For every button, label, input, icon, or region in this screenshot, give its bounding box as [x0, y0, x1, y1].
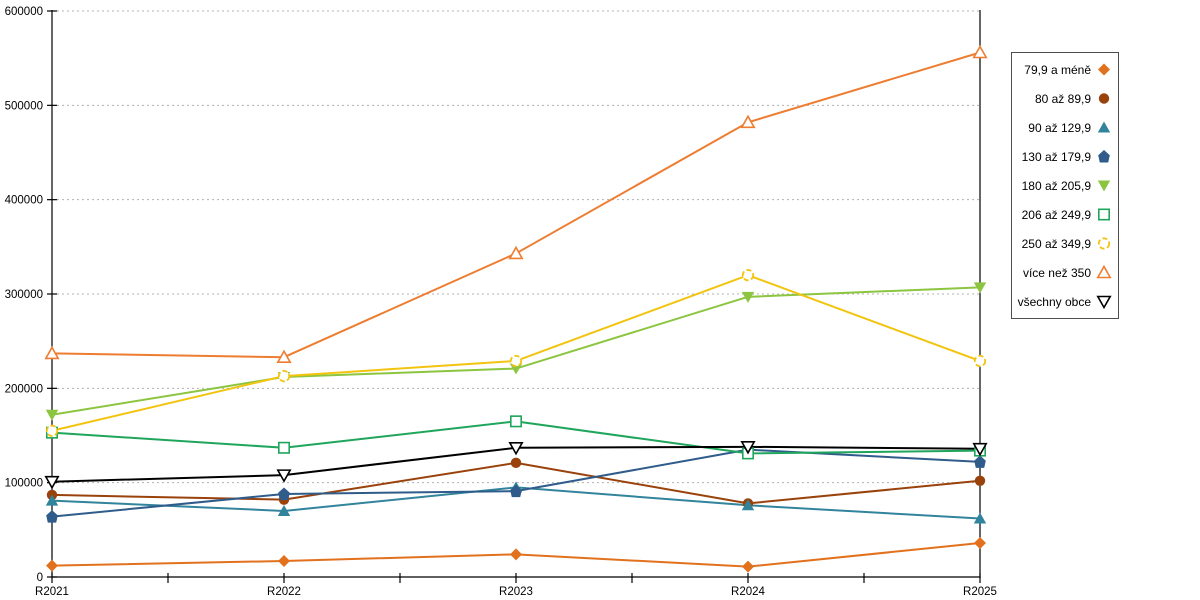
series-0-point-4-diamond-marker: [974, 537, 986, 550]
y-tick-label: 0: [37, 572, 43, 584]
y-tick-label: 600000: [5, 6, 43, 18]
circle-icon: [1097, 237, 1111, 250]
series-2-point-1-triangle-up-marker: [277, 504, 291, 516]
diamond-icon: [1098, 63, 1110, 76]
legend-item-label: 180 až 205,9: [1021, 178, 1091, 193]
legend-item-4[interactable]: 180 až 205,9: [1012, 171, 1118, 200]
legend-3-pentagon-marker: [1098, 150, 1110, 163]
legend-item-label: více než 350: [1022, 265, 1091, 280]
series-8-point-1-triangle-down-marker: [276, 469, 292, 483]
series-1-point-4-circle-marker: [974, 475, 986, 486]
legend-item-7[interactable]: více než 350: [1012, 258, 1118, 287]
square-icon: [1097, 208, 1110, 221]
series-5-point-2-square-marker: [509, 415, 522, 428]
legend-item-5[interactable]: 206 až 249,9: [1012, 200, 1118, 229]
triangle-up-icon: [1096, 265, 1112, 279]
x-tick-label: R2025: [963, 586, 997, 598]
legend-item-3[interactable]: 130 až 179,9: [1012, 142, 1118, 171]
legend-0-diamond-marker: [1098, 63, 1110, 76]
legend-item-label: 250 až 349,9: [1021, 236, 1091, 251]
series-4-point-3-triangle-down-marker: [741, 291, 755, 303]
y-tick-label: 300000: [5, 289, 43, 301]
series-8-point-3-triangle-down-marker: [740, 441, 756, 455]
series-0-point-3-diamond-marker: [742, 560, 754, 573]
series-7-point-2-triangle-up-marker: [508, 245, 524, 260]
series-0-point-2-diamond-marker: [510, 548, 522, 561]
triangle-down-icon: [1096, 295, 1112, 309]
series-3-point-1-pentagon-marker: [278, 487, 290, 500]
series-1-point-2-circle-marker: [510, 457, 522, 469]
series-4-point-0-triangle-down-marker: [45, 409, 59, 421]
series-0-point-0-diamond-marker: [46, 559, 58, 572]
legend-item-label: 79,9 a méně: [1024, 62, 1091, 77]
series-6-point-3-circle-marker: [741, 269, 755, 282]
series-4-point-4-triangle-down-marker: [973, 282, 987, 294]
legend-item-label: 130 až 179,9: [1021, 149, 1091, 164]
legend-7-triangle-up-marker: [1096, 265, 1112, 279]
series-2-point-0-triangle-up-marker: [45, 494, 59, 506]
x-tick-label: R2022: [267, 586, 301, 598]
legend-item-label: 90 až 129,9: [1028, 120, 1091, 135]
series-line-7: [51, 51, 981, 359]
series-7-point-4-triangle-up-marker: [972, 44, 988, 59]
legend-4-triangle-down-marker: [1097, 180, 1111, 192]
legend-1-circle-marker: [1098, 93, 1110, 104]
series-6-point-1-circle-marker: [277, 369, 291, 383]
series-2-point-4-triangle-up-marker: [973, 512, 987, 524]
legend-item-label: 206 až 249,9: [1021, 207, 1091, 222]
legend-8-triangle-down-marker: [1096, 295, 1112, 309]
circle-icon: [1098, 93, 1110, 104]
legend-item-6[interactable]: 250 až 349,9: [1012, 229, 1118, 258]
legend-5-square-marker: [1097, 208, 1110, 221]
legend: 79,9 a méně 80 až 89,9 90 až 129,9 130 až 1…: [1011, 52, 1119, 319]
series-6-point-0-circle-marker: [45, 424, 59, 437]
legend-2-triangle-up-marker: [1097, 121, 1111, 133]
series-7-point-1-triangle-up-marker: [276, 349, 292, 364]
series-4-point-2-triangle-down-marker: [509, 363, 523, 375]
y-tick-label: 400000: [5, 195, 43, 207]
legend-item-1[interactable]: 80 až 89,9: [1012, 84, 1118, 113]
legend-6-circle-marker: [1097, 237, 1111, 250]
x-tick-label: R2024: [731, 586, 765, 598]
series-8-point-2-triangle-down-marker: [508, 441, 524, 456]
legend-item-2[interactable]: 90 až 129,9: [1012, 113, 1118, 142]
y-tick-label: 200000: [5, 383, 43, 395]
series-7-point-0-triangle-up-marker: [44, 345, 60, 360]
y-tick-label: 100000: [5, 478, 43, 490]
series-8-point-0-triangle-down-marker: [44, 475, 60, 490]
triangle-down-icon: [1097, 180, 1111, 192]
series-2-point-3-triangle-up-marker: [741, 499, 755, 511]
legend-item-0[interactable]: 79,9 a méně: [1012, 55, 1118, 84]
y-tick-label: 500000: [5, 100, 43, 112]
legend-item-label: 80 až 89,9: [1034, 91, 1091, 106]
legend-item-label: všechny obce: [1017, 294, 1091, 309]
series-3-point-0-pentagon-marker: [46, 510, 58, 523]
series-6-point-2-circle-marker: [509, 354, 523, 368]
series-line-6: [51, 274, 981, 432]
x-tick-label: R2023: [499, 586, 533, 598]
series-8-point-4-triangle-down-marker: [972, 442, 988, 457]
series-7-point-3-triangle-up-marker: [740, 114, 756, 129]
series-6-point-4-circle-marker: [973, 354, 987, 368]
series-3-point-2-pentagon-marker: [510, 484, 522, 498]
x-tick-label: R2021: [35, 586, 69, 598]
series-line-4: [51, 286, 981, 416]
legend-item-8[interactable]: všechny obce: [1012, 287, 1118, 316]
series-5-point-1-square-marker: [277, 441, 290, 454]
triangle-up-icon: [1097, 121, 1111, 133]
series-3-point-4-pentagon-marker: [974, 455, 986, 468]
series-0-point-1-diamond-marker: [278, 554, 290, 567]
pentagon-icon: [1098, 150, 1110, 163]
